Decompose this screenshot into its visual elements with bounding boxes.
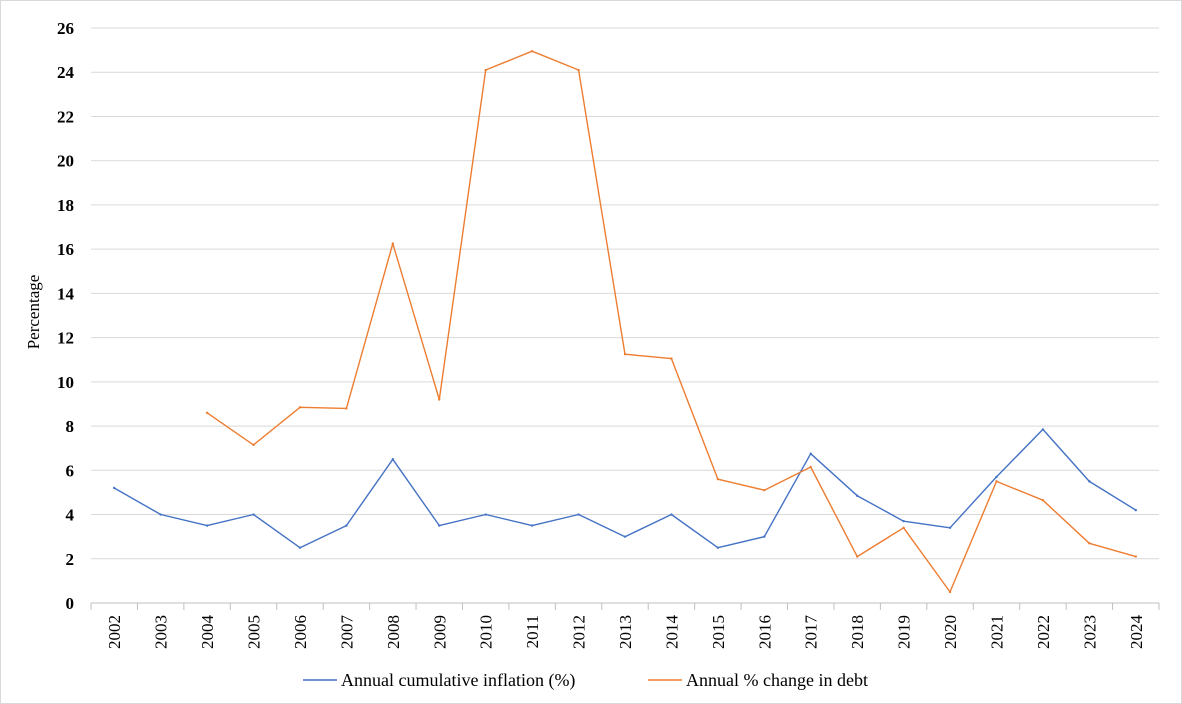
series-line-2 (206, 50, 1136, 593)
x-tick-label: 2024 (1127, 615, 1146, 650)
gridlines (91, 27, 1159, 560)
y-tick-label: 10 (57, 373, 74, 392)
x-tick-label: 2015 (709, 615, 728, 649)
data-point (205, 411, 209, 415)
data-point (298, 406, 302, 409)
data-point (205, 524, 209, 527)
data-point (391, 458, 395, 461)
x-tick-label: 2016 (755, 615, 774, 649)
data-point (438, 398, 441, 401)
data-point (716, 477, 720, 481)
data-point (623, 353, 627, 356)
data-point (438, 524, 441, 527)
series-lines (113, 50, 1137, 594)
data-point (577, 68, 580, 72)
data-point (763, 535, 766, 538)
x-tick-label: 2005 (245, 615, 264, 649)
data-point (577, 513, 580, 516)
y-tick-label: 26 (57, 19, 74, 38)
y-tick-label: 6 (66, 461, 75, 480)
data-point (948, 526, 952, 530)
data-point (484, 68, 487, 72)
axes (90, 602, 1160, 610)
y-tick-label: 0 (66, 594, 75, 613)
data-point (623, 535, 627, 538)
data-point (345, 407, 348, 410)
x-tick-label: 2010 (477, 615, 496, 649)
legend-label-1: Annual cumulative inflation (%) (341, 670, 575, 691)
x-tick-label: 2012 (570, 615, 589, 649)
y-tick-label: 12 (57, 329, 74, 348)
x-tick-label: 2017 (802, 615, 821, 650)
data-point (670, 513, 673, 516)
y-tick-label: 2 (66, 550, 75, 569)
x-tick-label: 2002 (105, 615, 124, 649)
x-tick-label: 2022 (1034, 615, 1053, 649)
data-point (1134, 508, 1137, 512)
x-tick-label: 2007 (337, 615, 356, 650)
x-tick-label: 2006 (291, 615, 310, 649)
x-tick-label: 2018 (848, 615, 867, 649)
y-tick-label: 22 (57, 107, 74, 126)
data-point (345, 524, 348, 527)
data-point (1134, 555, 1137, 558)
data-point (530, 524, 534, 527)
data-point (252, 443, 255, 447)
data-point (902, 526, 905, 530)
x-tick-label: 2019 (895, 615, 914, 649)
data-point (716, 546, 720, 549)
x-tick-label: 2021 (987, 615, 1006, 649)
data-point (763, 489, 766, 492)
x-tick-label: 2023 (1080, 615, 1099, 649)
data-point (855, 555, 859, 558)
data-point (809, 465, 812, 469)
legend: Annual cumulative inflation (%) Annual % … (303, 670, 868, 691)
data-point (1041, 428, 1045, 431)
data-point (902, 519, 905, 523)
y-axis-title: Percentage (24, 275, 43, 350)
data-point (113, 486, 116, 490)
legend-label-2: Annual % change in debt (686, 670, 868, 690)
x-tick-label: 2020 (941, 615, 960, 649)
x-tick-label: 2013 (616, 615, 635, 649)
y-tick-label: 4 (66, 506, 75, 525)
data-point (1088, 542, 1091, 545)
y-tick-label: 24 (57, 63, 75, 82)
data-point (809, 452, 812, 455)
data-point (1041, 498, 1045, 502)
data-point (530, 50, 534, 53)
data-point (1088, 480, 1091, 483)
data-point (855, 494, 859, 497)
x-axis-tick-labels: 2002 2003 2004 2005 2006 2007 2008 2009 2010 2011… (105, 615, 1146, 650)
data-point (298, 546, 302, 549)
data-point (995, 480, 998, 483)
y-tick-label: 16 (57, 240, 74, 259)
data-point (159, 513, 162, 516)
x-tick-label: 2011 (523, 615, 542, 648)
x-tick-label: 2014 (662, 615, 681, 650)
data-point (484, 513, 487, 516)
series-line-1 (113, 428, 1137, 549)
data-point (995, 475, 998, 479)
y-tick-label: 14 (57, 284, 75, 303)
data-point (252, 513, 255, 516)
data-point (948, 590, 952, 594)
y-tick-label: 18 (57, 196, 74, 215)
x-tick-label: 2009 (430, 615, 449, 649)
data-point (391, 242, 395, 245)
y-tick-label: 20 (57, 152, 74, 171)
y-tick-label: 8 (66, 417, 75, 436)
x-tick-label: 2004 (198, 615, 217, 650)
x-tick-label: 2003 (152, 615, 171, 649)
data-point (670, 357, 673, 360)
x-tick-label: 2008 (384, 615, 403, 649)
